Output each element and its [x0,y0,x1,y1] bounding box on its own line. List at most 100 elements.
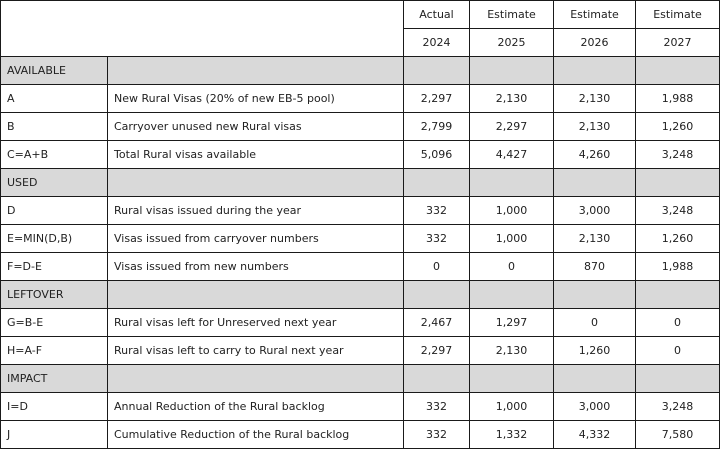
section-empty-cell [469,364,554,393]
row-value: 0 [403,252,470,281]
row-value: 0 [635,336,720,365]
section-empty-cell [635,168,720,197]
row-description: New Rural Visas (20% of new EB-5 pool) [107,84,404,113]
section-empty-cell [107,168,404,197]
row-value: 2,130 [469,84,554,113]
row-value: 1,000 [469,196,554,225]
section-title: USED [0,168,108,197]
section-empty-cell [403,364,470,393]
section-header-row: LEFTOVER [0,280,720,309]
row-code: E=MIN(D,B) [0,224,108,253]
table-row: B Carryover unused new Rural visas 2,799 2,… [0,112,720,141]
row-value: 4,260 [553,140,636,169]
row-value: 4,332 [553,420,636,449]
section-header-row: USED [0,168,720,197]
row-value: 0 [469,252,554,281]
row-code: D [0,196,108,225]
row-value: 4,427 [469,140,554,169]
row-description: Rural visas left for Unreserved next yea… [107,308,404,337]
table-row: J Cumulative Reduction of the Rural backl… [0,420,720,449]
row-code: H=A-F [0,336,108,365]
header-year: 2026 [553,28,636,57]
row-description: Total Rural visas available [107,140,404,169]
section-empty-cell [553,364,636,393]
row-value: 2,130 [553,84,636,113]
header-year: 2027 [635,28,720,57]
section-empty-cell [635,364,720,393]
row-description: Rural visas left to carry to Rural next … [107,336,404,365]
row-value: 3,248 [635,140,720,169]
row-value: 7,580 [635,420,720,449]
row-code: B [0,112,108,141]
row-value: 2,799 [403,112,470,141]
row-value: 1,988 [635,252,720,281]
header-year: 2025 [469,28,554,57]
row-value: 1,988 [635,84,720,113]
header-type: Actual [403,0,470,29]
table-row: H=A-F Rural visas left to carry to Rural … [0,336,720,365]
row-value: 332 [403,420,470,449]
row-value: 1,260 [635,112,720,141]
section-empty-cell [469,280,554,309]
section-header-row: AVAILABLE [0,56,720,85]
section-title: LEFTOVER [0,280,108,309]
section-empty-cell [635,280,720,309]
row-value: 2,297 [403,84,470,113]
section-title: IMPACT [0,364,108,393]
row-value: 3,248 [635,196,720,225]
section-header-row: IMPACT [0,364,720,393]
row-value: 5,096 [403,140,470,169]
row-value: 1,000 [469,392,554,421]
header-type: Estimate [553,0,636,29]
row-value: 3,000 [553,196,636,225]
table-row: E=MIN(D,B) Visas issued from carryover nu… [0,224,720,253]
row-value: 3,248 [635,392,720,421]
header-row-year: 2024 2025 2026 2027 [1,28,720,57]
table-row: F=D-E Visas issued from new numbers 0 0 870 1… [0,252,720,281]
row-value: 2,130 [469,336,554,365]
row-value: 0 [553,308,636,337]
row-description: Visas issued from carryover numbers [107,224,404,253]
section-empty-cell [553,280,636,309]
row-value: 1,260 [635,224,720,253]
table-row: G=B-E Rural visas left for Unreserved nex… [0,308,720,337]
row-code: A [0,84,108,113]
row-value: 2,297 [403,336,470,365]
section-title: AVAILABLE [0,56,108,85]
row-value: 332 [403,392,470,421]
row-value: 870 [553,252,636,281]
row-value: 2,297 [469,112,554,141]
section-empty-cell [107,56,404,85]
row-description: Annual Reduction of the Rural backlog [107,392,404,421]
row-value: 332 [403,224,470,253]
section-empty-cell [107,364,404,393]
table-row: A New Rural Visas (20% of new EB-5 pool) 2… [0,84,720,113]
row-description: Rural visas issued during the year [107,196,404,225]
header-blank-cell [0,0,404,57]
header-type: Estimate [469,0,554,29]
table-row: I=D Annual Reduction of the Rural backlog… [0,392,720,421]
section-empty-cell [403,56,470,85]
row-value: 0 [635,308,720,337]
row-code: G=B-E [0,308,108,337]
section-empty-cell [469,56,554,85]
table-row: C=A+B Total Rural visas available 5,096 4,4… [0,140,720,169]
section-empty-cell [403,168,470,197]
row-description: Carryover unused new Rural visas [107,112,404,141]
row-value: 2,130 [553,112,636,141]
section-empty-cell [107,280,404,309]
row-value: 1,000 [469,224,554,253]
row-code: J [0,420,108,449]
row-value: 2,467 [403,308,470,337]
header-row-type: Actual Estimate Estimate Estimate [0,0,720,57]
table-row: D Rural visas issued during the year 332 1,… [0,196,720,225]
section-empty-cell [469,168,554,197]
row-code: C=A+B [0,140,108,169]
header-year: 2024 [403,28,470,57]
row-value: 1,260 [553,336,636,365]
row-value: 332 [403,196,470,225]
row-value: 1,297 [469,308,554,337]
section-empty-cell [403,280,470,309]
section-empty-cell [553,56,636,85]
